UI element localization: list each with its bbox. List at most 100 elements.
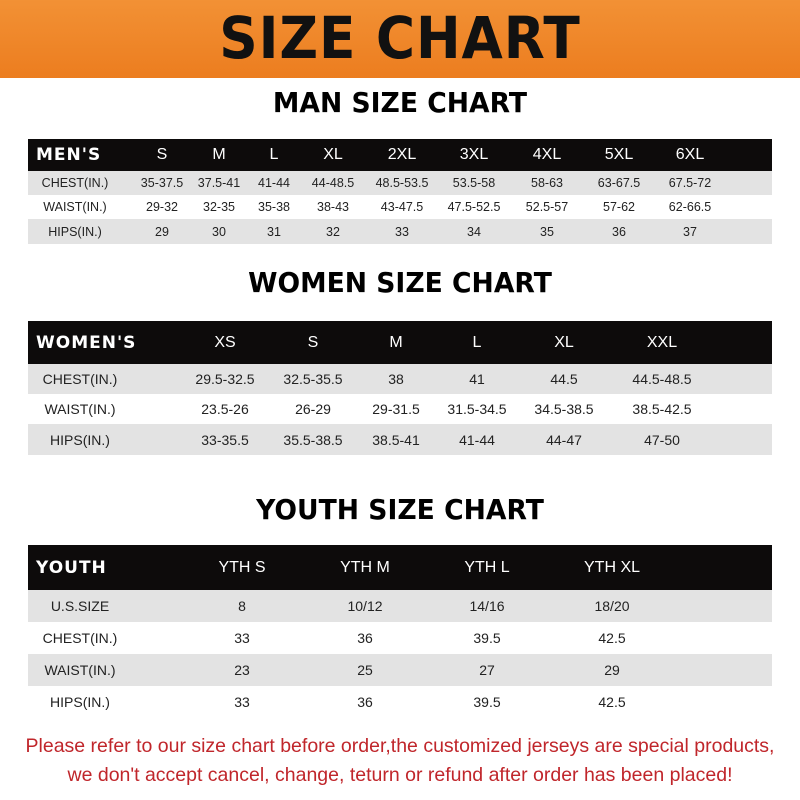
row-label: CHEST(IN.) (42, 371, 118, 387)
row-label: WAIST(IN.) (44, 662, 116, 678)
row-label: U.S.SIZE (50, 598, 110, 614)
measurement-cell: 67.5-72 (668, 176, 712, 190)
size-column-header: XL (554, 333, 574, 351)
measurement-cell: 39.5 (473, 694, 501, 710)
measurement-cell: 29 (604, 662, 620, 678)
measurement-cell: 47.5-52.5 (447, 200, 501, 214)
table-row: WAIST(IN.) 23.5-26 26-29 29-31.5 31.5-34.5 34… (28, 394, 772, 424)
measurement-cell: 36 (357, 694, 373, 710)
measurement-cell: 23 (234, 662, 250, 678)
size-column-header: XL (323, 146, 343, 163)
measurement-cell: 38.5-41 (372, 431, 420, 448)
measurement-cell: 63-67.5 (597, 176, 641, 190)
table-header-row: YOUTH YTH S YTH M YTH L YTH XL (28, 545, 772, 590)
measurement-cell: 29-32 (146, 200, 178, 214)
women-section-title: WOMEN SIZE CHART (248, 266, 552, 299)
measurement-cell: 34.5-38.5 (534, 401, 594, 417)
measurement-cell: 33-35.5 (201, 431, 249, 448)
table-row: HIPS(IN.) 33-35.5 35.5-38.5 38.5-41 41-44 44-… (28, 424, 772, 455)
measurement-cell: 29-31.5 (372, 401, 420, 417)
measurement-cell: 42.5 (598, 630, 626, 646)
measurement-cell: 37 (683, 224, 697, 239)
measurement-cell: 38.5-42.5 (632, 401, 692, 417)
size-column-header: S (156, 146, 168, 163)
table-row: WAIST(IN.) 29-32 32-35 35-38 38-43 43-47.5 47.… (28, 195, 772, 219)
row-label: HIPS(IN.) (50, 431, 110, 448)
row-label: HIPS(IN.) (48, 224, 102, 239)
size-column-header: M (389, 333, 403, 351)
measurement-cell: 35 (540, 224, 554, 239)
measurement-cell: 44.5 (550, 371, 578, 387)
table-row: U.S.SIZE 8 10/12 14/16 18/20 (28, 590, 772, 622)
men-section-title: MAN SIZE CHART (272, 86, 528, 119)
measurement-cell: 57-62 (603, 200, 635, 214)
measurement-cell: 42.5 (598, 694, 626, 710)
measurement-cell: 41 (469, 371, 485, 387)
measurement-cell: 41-44 (459, 431, 495, 448)
measurement-cell: 27 (479, 662, 495, 678)
measurement-cell: 18/20 (594, 598, 630, 614)
footer-notice-line-2: we don't accept cancel, change, teturn o… (67, 764, 733, 786)
measurement-cell: 14/16 (469, 598, 505, 614)
table-row: HIPS(IN.) 29 30 31 32 33 34 35 36 37 (28, 219, 772, 244)
measurement-cell: 35-37.5 (140, 176, 184, 190)
measurement-cell: 34 (467, 224, 481, 239)
row-label: HIPS(IN.) (50, 694, 110, 710)
measurement-cell: 33 (395, 224, 409, 239)
measurement-cell: 37.5-41 (197, 176, 241, 190)
women-size-table: WOMEN'S XS S M L XL XXL CHEST(IN.) 29.5-32.5 32.5… (28, 321, 772, 455)
measurement-cell: 38 (388, 371, 404, 387)
measurement-cell: 29 (155, 224, 169, 239)
size-column-header: YTH XL (583, 558, 641, 576)
measurement-cell: 58-63 (531, 176, 563, 190)
youth-size-table: YOUTH YTH S YTH M YTH L YTH XL U.S.SIZE 8 10/12… (28, 545, 772, 718)
row-label: WAIST(IN.) (43, 200, 107, 214)
measurement-cell: 30 (212, 224, 226, 239)
measurement-cell: 35-38 (258, 200, 290, 214)
size-column-header: 3XL (459, 146, 489, 163)
measurement-cell: 25 (357, 662, 373, 678)
table-row: CHEST(IN.) 29.5-32.5 32.5-35.5 38 41 44.5 44.5… (28, 364, 772, 394)
size-column-header: XXL (646, 333, 678, 351)
size-column-header: 2XL (387, 146, 417, 163)
measurement-cell: 36 (612, 224, 626, 239)
measurement-cell: 32-35 (203, 200, 235, 214)
measurement-cell: 48.5-53.5 (375, 176, 429, 190)
size-column-header: L (269, 146, 279, 163)
measurement-cell: 62-66.5 (668, 200, 712, 214)
size-column-header: YTH S (218, 558, 266, 576)
measurement-cell: 8 (238, 598, 246, 614)
table-row: WAIST(IN.) 23 25 27 29 (28, 654, 772, 686)
row-label: WAIST(IN.) (44, 401, 116, 417)
measurement-cell: 44-48.5 (311, 176, 355, 190)
measurement-cell: 43-47.5 (380, 200, 424, 214)
measurement-cell: 36 (357, 630, 373, 646)
size-column-header: YTH L (464, 558, 510, 576)
measurement-cell: 33 (234, 694, 250, 710)
table-header-row: MEN'S S M L XL 2XL 3XL 4XL 5XL 6XL (28, 139, 772, 171)
measurement-cell: 52.5-57 (525, 200, 569, 214)
measurement-cell: 53.5-58 (452, 176, 496, 190)
size-column-header: L (472, 333, 482, 351)
men-size-table: MEN'S S M L XL 2XL 3XL 4XL 5XL 6XL CHEST(IN.) 35-37… (28, 139, 772, 244)
measurement-cell: 41-44 (258, 176, 290, 190)
size-column-header: 5XL (604, 146, 634, 163)
size-column-header: YTH M (340, 558, 390, 576)
table-row: CHEST(IN.) 35-37.5 37.5-41 41-44 44-48.5 48.5… (28, 171, 772, 195)
measurement-cell: 44.5-48.5 (632, 371, 692, 387)
measurement-cell: 10/12 (347, 598, 383, 614)
measurement-cell: 26-29 (295, 401, 331, 417)
title-banner: SIZE CHART (0, 0, 800, 78)
measurement-cell: 31.5-34.5 (447, 401, 507, 417)
measurement-cell: 33 (234, 630, 250, 646)
banner-title: SIZE CHART (219, 4, 581, 72)
table-corner-label: MEN'S (36, 145, 102, 165)
measurement-cell: 35.5-38.5 (283, 431, 343, 448)
measurement-cell: 38-43 (317, 200, 349, 214)
table-corner-label: WOMEN'S (36, 332, 137, 353)
size-column-header: XS (214, 333, 236, 351)
measurement-cell: 39.5 (473, 630, 501, 646)
size-column-header: M (212, 146, 226, 163)
measurement-cell: 44-47 (546, 431, 582, 448)
